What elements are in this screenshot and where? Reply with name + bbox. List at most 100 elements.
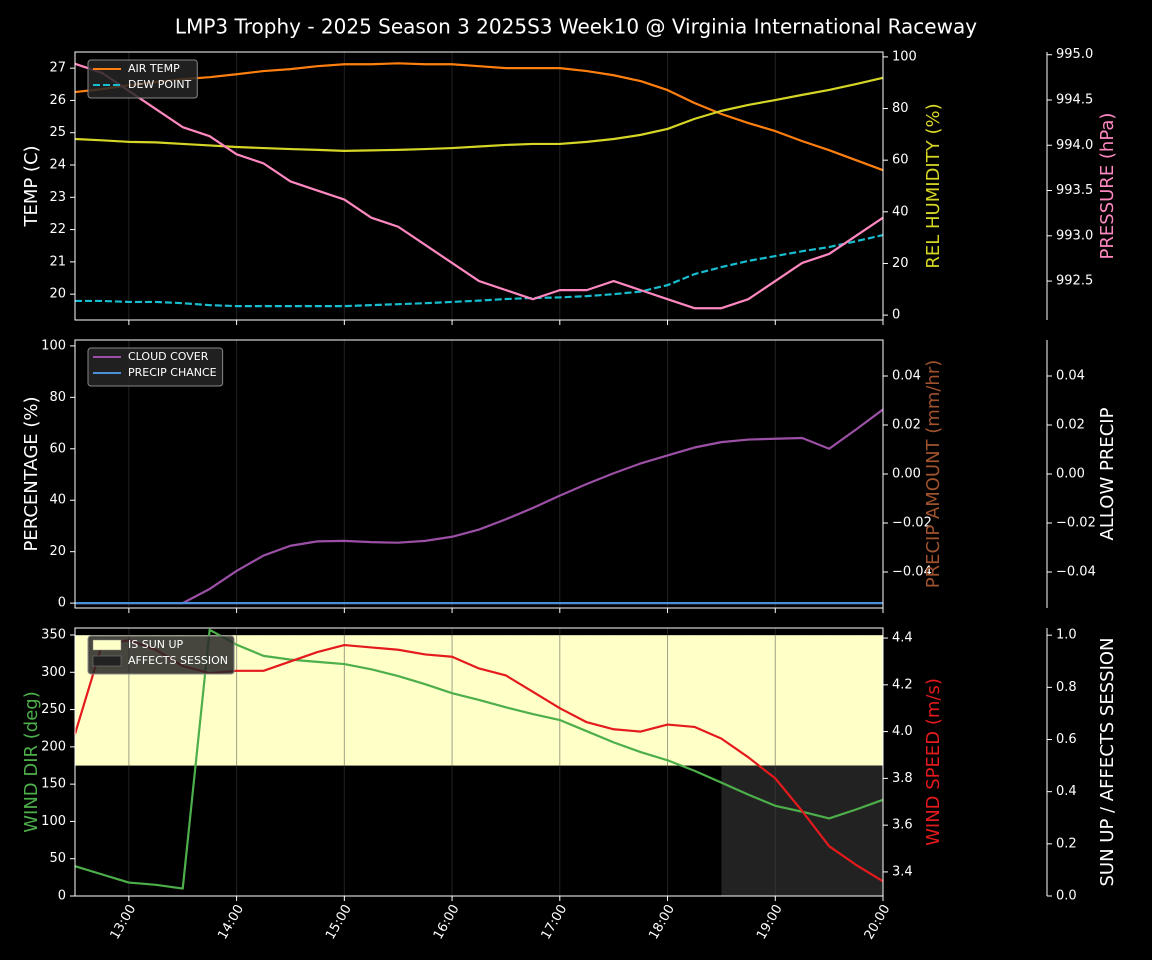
legend: IS SUN UP AFFECTS SESSION [87,635,235,675]
session-band [613,635,642,766]
session-band [856,765,884,896]
y2-tick-label: −0.02 [892,515,932,530]
y-axis-label: WIND DIR (deg) [21,691,42,833]
y-tick-label: 250 [41,702,66,717]
y3-tick-label: 995.0 [1056,47,1093,62]
y3-axis-label: ALLOW PRECIP [1097,407,1118,540]
session-band [371,635,399,766]
y2-tick-label: 0.02 [892,418,921,433]
y3-tick-label: 0.6 [1056,732,1077,747]
series-line [75,408,884,605]
session-band [640,635,669,766]
y2-tick-label: 3.8 [892,771,913,786]
y3-axis-label: PRESSURE (hPa) [1097,113,1118,260]
series-line [74,62,884,172]
series-line [74,76,884,152]
y-tick-label: 20 [49,287,66,302]
session-band [721,765,749,896]
y-tick-label: 150 [41,777,66,792]
y-tick-label: 100 [41,338,66,353]
y-tick-label: 350 [41,628,66,643]
session-band [559,635,588,766]
y-tick-label: 50 [49,851,66,866]
session-band [398,635,426,766]
y-tick-label: 22 [49,222,66,237]
y2-tick-label: 0.04 [892,369,921,384]
session-band [290,635,318,766]
y-axis-label: PERCENTAGE (%) [21,396,42,551]
y2-tick-label: 4.2 [892,677,913,692]
session-band [344,635,372,766]
legend-label: IS SUN UP [128,638,184,651]
y2-axis-label: PRECIP AMOUNT (mm/hr) [923,360,944,589]
y-tick-label: 25 [49,125,66,140]
y2-tick-label: 60 [892,153,909,168]
y3-tick-label: 993.0 [1056,228,1093,243]
y3-tick-label: −0.04 [1056,564,1096,579]
legend-label: AIR TEMP [128,62,180,75]
y2-tick-label: 20 [892,256,909,271]
y-tick-label: 0 [58,889,66,904]
session-band [775,765,803,896]
series-line [74,62,884,310]
legend-box [87,347,224,387]
y-tick-label: 200 [41,739,66,754]
series-line [75,234,884,308]
y2-tick-label: 100 [892,49,917,64]
legend: CLOUD COVER PRECIP CHANCE [87,347,224,387]
y2-tick-label: 4.0 [892,724,913,739]
legend: AIR TEMP DEW POINT [87,59,198,99]
y3-tick-label: 0.04 [1056,369,1085,384]
y-tick-label: 300 [41,665,66,680]
y2-tick-label: 0.00 [892,467,921,482]
y3-tick-label: 0.8 [1056,680,1077,695]
series-line [74,628,884,890]
session-band [748,765,776,896]
y3-tick-label: 0.00 [1056,467,1085,482]
y3-tick-label: 1.0 [1056,628,1077,643]
y3-tick-label: 992.5 [1056,274,1093,289]
session-band [667,635,695,766]
session-band [317,635,345,766]
plot-frame [74,627,884,897]
session-band [694,635,722,766]
y3-tick-label: 0.2 [1056,836,1077,851]
session-band [505,635,534,766]
y-tick-label: 20 [49,544,66,559]
legend-label: CLOUD COVER [128,350,209,363]
y3-tick-label: 994.0 [1056,138,1093,153]
session-band [775,635,803,766]
legend-label: AFFECTS SESSION [128,654,228,667]
session-band [802,635,830,766]
legend-label: PRECIP CHANCE [128,366,217,379]
y3-tick-label: −0.02 [1056,515,1096,530]
session-band [236,635,265,766]
session-band [452,635,480,766]
y3-tick-label: 0.0 [1056,889,1077,904]
y3-tick-label: 994.5 [1056,92,1093,107]
session-band [829,635,857,766]
y-axis-label: TEMP (C) [21,145,42,227]
y2-tick-label: 80 [892,101,909,116]
session-band [586,635,615,766]
y2-tick-label: −0.04 [892,564,932,579]
session-band [263,635,291,766]
legend-label: DEW POINT [128,78,192,91]
y2-tick-label: 3.4 [892,864,913,879]
y-tick-label: 27 [49,61,66,76]
y-tick-label: 100 [41,814,66,829]
legend-swatch [92,655,122,667]
legend-swatch [92,639,122,651]
session-band [802,765,830,896]
chart-title: LMP3 Trophy - 2025 Season 3 2025S3 Week1… [175,15,977,39]
y2-axis-label: REL HUMIDITY (%) [923,103,944,268]
session-band [856,635,884,766]
session-band [721,635,749,766]
y2-tick-label: 3.6 [892,818,913,833]
y3-tick-label: 993.5 [1056,183,1093,198]
y-tick-label: 21 [49,254,66,269]
session-band [748,635,776,766]
y-tick-label: 24 [49,158,66,173]
